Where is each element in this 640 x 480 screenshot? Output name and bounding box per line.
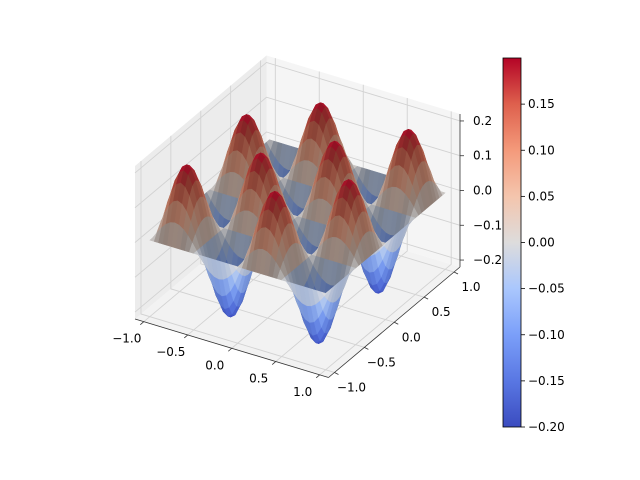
x-tick-label: −0.5 — [156, 345, 185, 359]
y-tick-mark — [423, 296, 429, 300]
gridline-y — [170, 135, 365, 348]
z-tick-label: −0.1 — [473, 218, 502, 232]
colorbar-bar — [502, 57, 522, 428]
y-axis-ticks: −1.0−0.5 0.0 0.5 1.0 — [334, 271, 481, 394]
y-tick-label: 1.0 — [461, 280, 480, 294]
z-tick-label: −0.2 — [473, 253, 502, 267]
gridline-z — [134, 96, 461, 209]
surface-facet — [320, 290, 329, 297]
y-tick-mark — [364, 347, 369, 350]
z-tick-label: 0.1 — [473, 149, 492, 163]
z-axis-ticks: −0.2 −0.1 0.0 0.1 0.2 — [460, 114, 502, 267]
x-axis-ticks: −1.0 −0.5 0.0 0.5 1.0 — [112, 321, 320, 399]
y-tick-label: −0.5 — [367, 355, 396, 369]
x-tick-label: −1.0 — [112, 332, 141, 346]
y-tick-label: −1.0 — [337, 380, 366, 394]
x-tick-mark — [315, 374, 320, 379]
x-tick-label: 0.5 — [249, 372, 268, 386]
gridline-z — [134, 61, 461, 174]
colorbar-tick-label: 0.10 — [528, 143, 555, 157]
colorbar-tick-label: 0.05 — [528, 189, 555, 203]
gridline-y — [140, 160, 335, 373]
colorbar-tick-label: −0.10 — [528, 328, 565, 342]
x-tick-mark — [227, 347, 233, 352]
surface-plot — [149, 102, 446, 345]
colorbar-tick-label: −0.15 — [528, 374, 565, 388]
y-tick-mark — [394, 321, 399, 325]
x-tick-label: 1.0 — [293, 385, 312, 399]
gridline-x — [319, 111, 452, 376]
y-tick-label: 0.5 — [432, 305, 451, 319]
z-tick-label: 0.0 — [473, 184, 492, 198]
z-tick-label: 0.2 — [473, 114, 492, 128]
colorbar-tick-label: −0.20 — [528, 420, 565, 434]
colorbar-tick-label: −0.05 — [528, 282, 565, 296]
y-tick-label: 0.0 — [402, 330, 421, 344]
x-tick-mark — [271, 361, 276, 365]
colorbar: −0.20 −0.15 −0.10 −0.05 0.00 0.05 0.10 0.15 — [502, 57, 565, 434]
x-tick-label: 0.0 — [205, 358, 224, 372]
y-tick-mark — [334, 372, 339, 375]
colorbar-tick-label: 0.15 — [528, 97, 555, 111]
x-tick-mark — [184, 334, 189, 339]
x-tick-mark — [140, 321, 145, 325]
y-tick-mark — [453, 271, 459, 275]
colorbar-tick-label: 0.00 — [528, 236, 555, 250]
